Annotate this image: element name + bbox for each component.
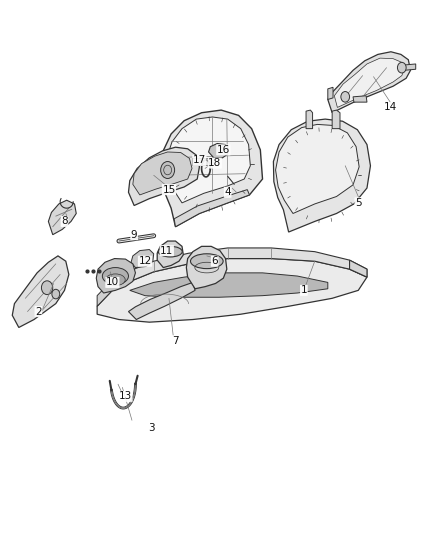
Polygon shape (328, 52, 410, 113)
Polygon shape (334, 58, 404, 108)
Polygon shape (186, 246, 227, 289)
Text: 10: 10 (106, 277, 119, 287)
Text: 2: 2 (35, 306, 42, 317)
Text: 6: 6 (212, 256, 218, 266)
Ellipse shape (158, 246, 182, 257)
Text: 12: 12 (138, 256, 152, 266)
Circle shape (161, 161, 175, 179)
Circle shape (397, 62, 406, 73)
Text: 14: 14 (384, 102, 398, 112)
Text: 18: 18 (208, 158, 221, 168)
Polygon shape (328, 87, 333, 100)
Text: 8: 8 (61, 216, 68, 227)
Polygon shape (167, 117, 251, 203)
Ellipse shape (102, 268, 128, 285)
Text: 11: 11 (160, 246, 173, 256)
Polygon shape (201, 158, 210, 165)
Text: 9: 9 (131, 230, 138, 240)
Ellipse shape (106, 274, 125, 286)
Text: 3: 3 (148, 423, 155, 433)
Polygon shape (96, 259, 135, 293)
Text: 4: 4 (224, 187, 231, 197)
Polygon shape (404, 64, 416, 70)
Text: 13: 13 (119, 391, 132, 401)
Polygon shape (133, 152, 192, 195)
Polygon shape (97, 280, 113, 306)
Text: 15: 15 (162, 184, 176, 195)
Polygon shape (128, 282, 195, 319)
Polygon shape (174, 190, 250, 227)
Polygon shape (192, 158, 201, 165)
Circle shape (52, 289, 60, 299)
Text: 16: 16 (217, 145, 230, 155)
Polygon shape (48, 200, 76, 235)
Polygon shape (306, 110, 313, 128)
Polygon shape (131, 249, 154, 268)
Circle shape (42, 281, 53, 295)
Polygon shape (12, 256, 69, 327)
Text: 7: 7 (172, 336, 179, 346)
Polygon shape (130, 273, 328, 297)
Ellipse shape (191, 254, 223, 269)
Polygon shape (97, 259, 367, 322)
Text: 5: 5 (355, 198, 362, 208)
Polygon shape (208, 143, 229, 158)
Polygon shape (350, 260, 367, 277)
Polygon shape (160, 110, 262, 227)
Text: 1: 1 (300, 285, 307, 295)
Polygon shape (157, 241, 184, 268)
Polygon shape (353, 96, 367, 102)
Circle shape (341, 92, 350, 102)
Text: 17: 17 (193, 156, 206, 165)
Polygon shape (332, 110, 340, 128)
Polygon shape (113, 248, 367, 290)
Polygon shape (128, 147, 199, 206)
Polygon shape (273, 119, 371, 232)
Polygon shape (276, 124, 359, 214)
